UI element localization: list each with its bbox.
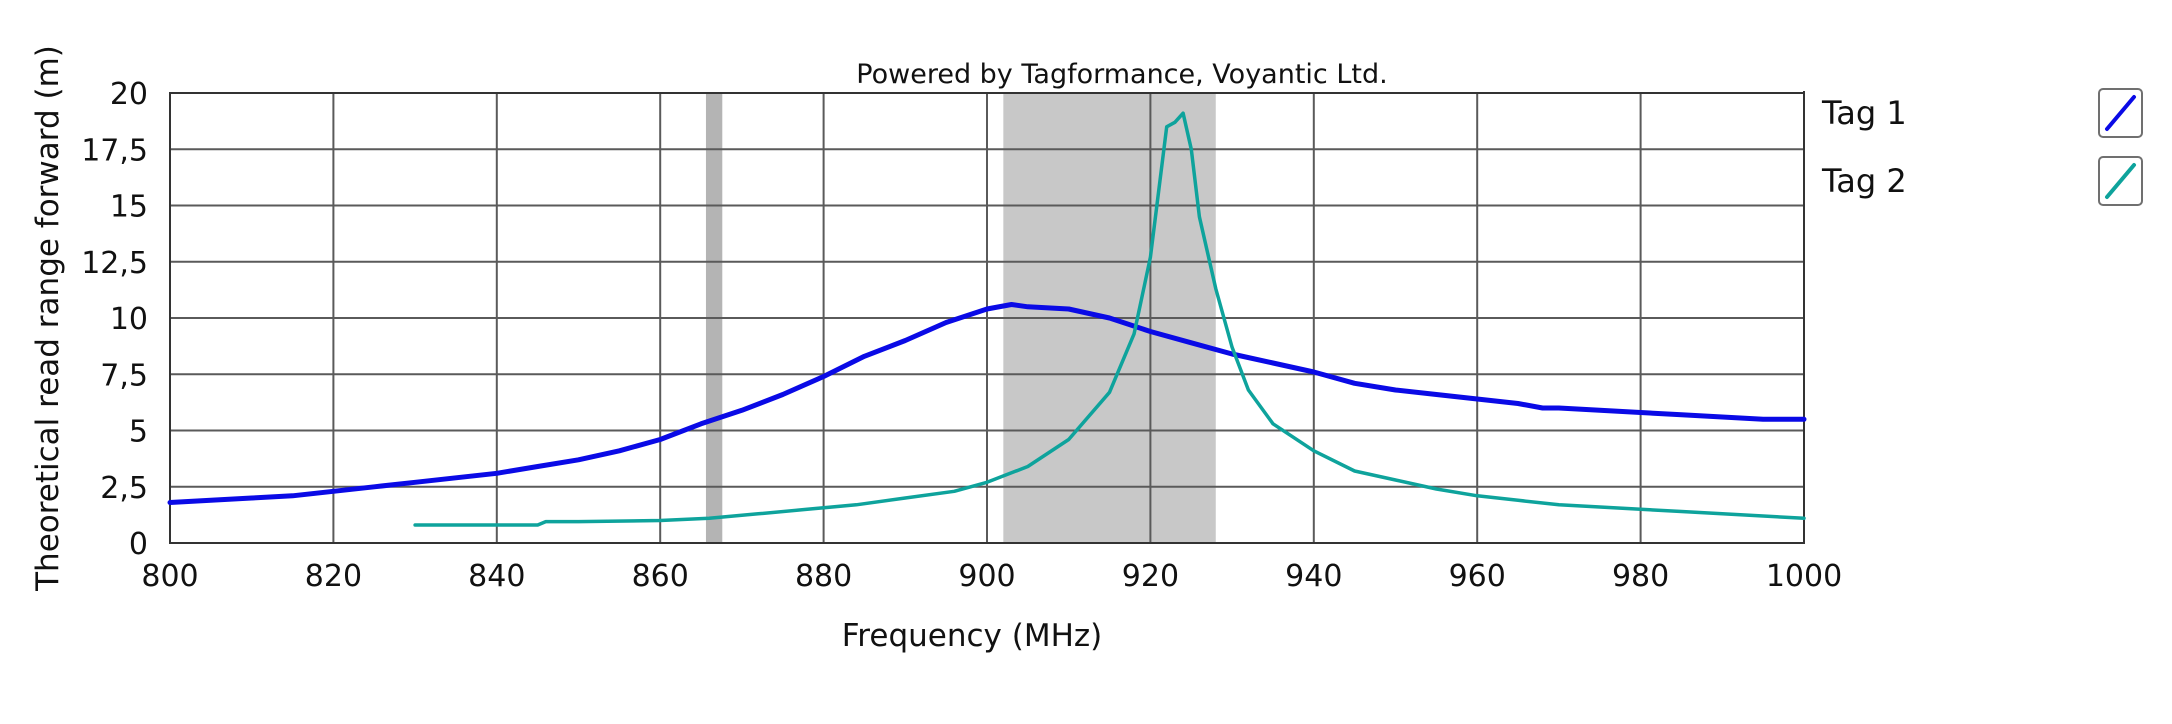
y-tick-label: 7,5 xyxy=(100,358,148,393)
y-tick-label: 0 xyxy=(129,527,148,562)
plot-area xyxy=(169,92,1805,544)
x-tick-label: 900 xyxy=(958,559,1015,594)
x-tick-label: 960 xyxy=(1449,559,1506,594)
y-tick-label: 15 xyxy=(110,190,148,225)
x-tick-label: 980 xyxy=(1612,559,1669,594)
x-tick-label: 820 xyxy=(305,559,362,594)
x-tick-labels: 800 820 840 860 880 900 920 940 960 980 1000 xyxy=(141,559,1842,594)
x-tick-label: 940 xyxy=(1285,559,1342,594)
legend-label-tag-2: Tag 2 xyxy=(1821,162,1907,200)
series-line-tag-2 xyxy=(413,111,1806,527)
legend-label-tag-1: Tag 1 xyxy=(1821,94,1907,132)
x-tick-label: 880 xyxy=(795,559,852,594)
x-tick-label: 1000 xyxy=(1766,559,1842,594)
legend-swatch-line-tag-1 xyxy=(2105,95,2136,131)
x-tick-label: 920 xyxy=(1122,559,1179,594)
y-tick-label: 5 xyxy=(129,415,148,450)
x-tick-label: 840 xyxy=(468,559,525,594)
y-tick-label: 12,5 xyxy=(81,246,148,281)
x-tick-label: 800 xyxy=(141,559,198,594)
chart-title: Powered by Tagformance, Voyantic Ltd. xyxy=(856,59,1387,90)
y-tick-label: 17,5 xyxy=(81,133,148,168)
series-lines xyxy=(167,111,1807,527)
x-tick-label: 860 xyxy=(632,559,689,594)
legend: Tag 1 Tag 2 xyxy=(1803,88,2143,209)
y-tick-labels: 0 2,5 5 7,5 10 12,5 15 17,5 20 xyxy=(81,77,148,562)
y-axis-title: Theoretical read range forward (m) xyxy=(30,45,66,592)
x-axis-title: Frequency (MHz) xyxy=(842,618,1103,654)
legend-swatch-line-tag-2 xyxy=(2105,163,2136,199)
y-tick-label: 20 xyxy=(110,77,148,112)
y-tick-label: 2,5 xyxy=(100,471,148,506)
grid-lines xyxy=(169,92,1805,544)
y-tick-label: 10 xyxy=(110,302,148,337)
series-line-tag-1 xyxy=(167,302,1807,505)
